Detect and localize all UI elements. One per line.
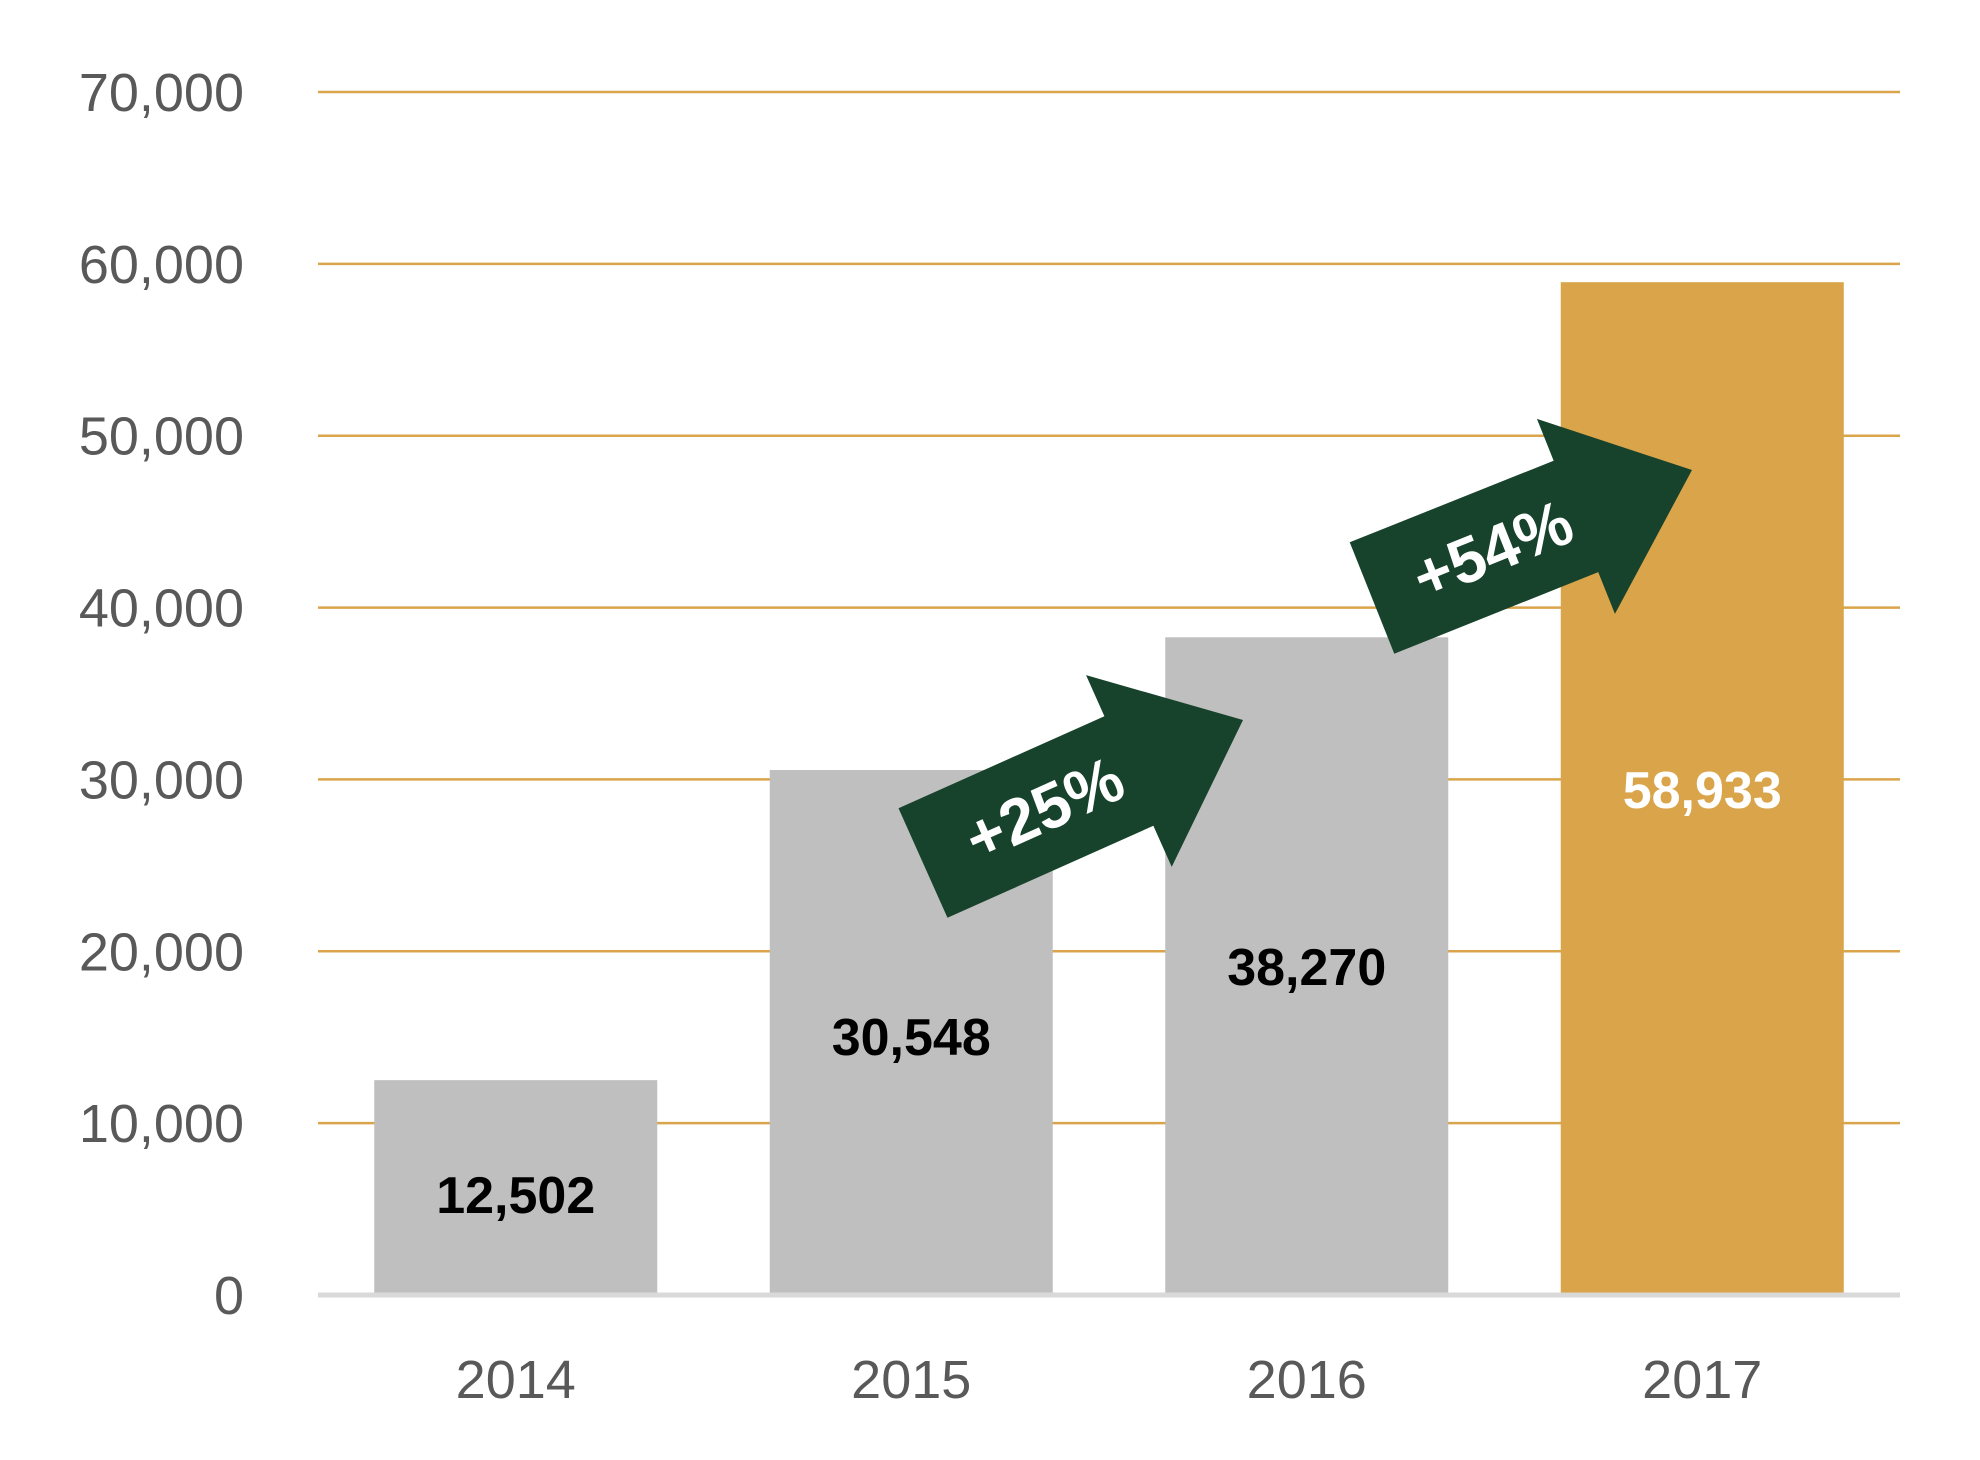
bar-2014 bbox=[374, 1080, 658, 1295]
x-tick-label: 2014 bbox=[456, 1350, 576, 1410]
data-label-2017: 58,933 bbox=[1623, 762, 1782, 820]
y-tick-label: 50,000 bbox=[79, 407, 244, 467]
x-tick-label: 2016 bbox=[1247, 1350, 1367, 1410]
y-tick-label: 10,000 bbox=[79, 1094, 244, 1154]
y-tick-label: 70,000 bbox=[79, 63, 244, 123]
x-tick-label: 2017 bbox=[1642, 1350, 1762, 1410]
data-label-2015: 30,548 bbox=[832, 1009, 991, 1067]
y-tick-label: 60,000 bbox=[79, 235, 244, 295]
axes: 0 10,000 20,000 30,000 40,000 50,000 60,000 70,… bbox=[79, 63, 1900, 1410]
y-tick-label: 20,000 bbox=[79, 922, 244, 982]
x-tick-label: 2015 bbox=[851, 1350, 971, 1410]
data-label-2014: 12,502 bbox=[436, 1167, 595, 1225]
y-tick-label: 0 bbox=[214, 1266, 244, 1326]
y-tick-label: 40,000 bbox=[79, 579, 244, 639]
data-label-2016: 38,270 bbox=[1227, 939, 1386, 997]
arrow-shape bbox=[898, 675, 1244, 918]
y-tick-label: 30,000 bbox=[79, 750, 244, 810]
arrow-shape bbox=[1349, 418, 1692, 654]
growth-arrows: +25%+54% bbox=[898, 418, 1692, 918]
bars: 12,502 30,548 38,270 58,933 bbox=[374, 282, 1844, 1295]
